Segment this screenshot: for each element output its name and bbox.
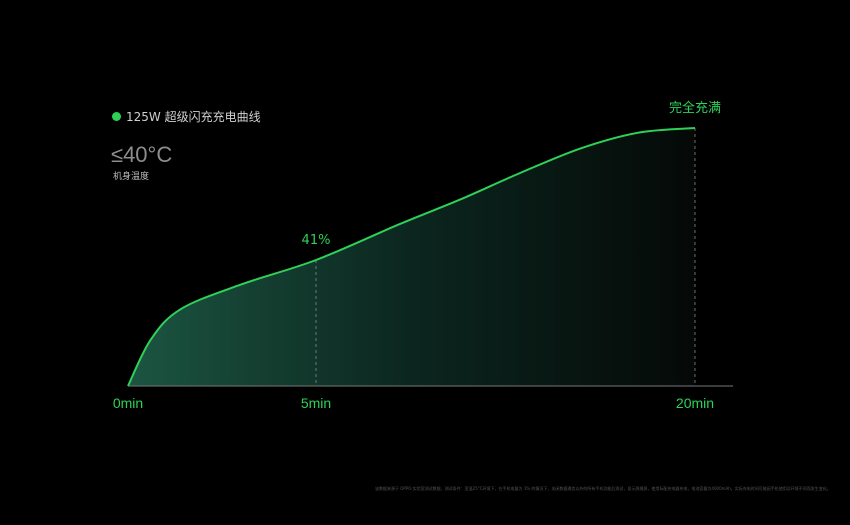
charging-curve-line bbox=[127, 127, 696, 387]
temperature-value: ≤40°C bbox=[111, 142, 173, 167]
x-tick-label: 0min bbox=[113, 395, 143, 411]
curve-area bbox=[128, 128, 695, 386]
legend: 125W 超级闪充充电曲线 bbox=[112, 108, 261, 125]
temperature-label: 机身温度 bbox=[113, 172, 150, 182]
legend-label: 125W 超级闪充充电曲线 bbox=[126, 110, 261, 124]
annotation-label: 41% bbox=[302, 233, 331, 248]
annotation-label: 完全充满 bbox=[669, 100, 721, 116]
x-tick-label: 5min bbox=[301, 395, 331, 411]
x-tick-label: 20min bbox=[676, 395, 714, 411]
footnote: 该数据来源于 OPPO 实验室测试数据，测试条件：室温25°C环境下，在手机电量… bbox=[375, 486, 831, 491]
legend-dot-icon bbox=[112, 112, 121, 121]
